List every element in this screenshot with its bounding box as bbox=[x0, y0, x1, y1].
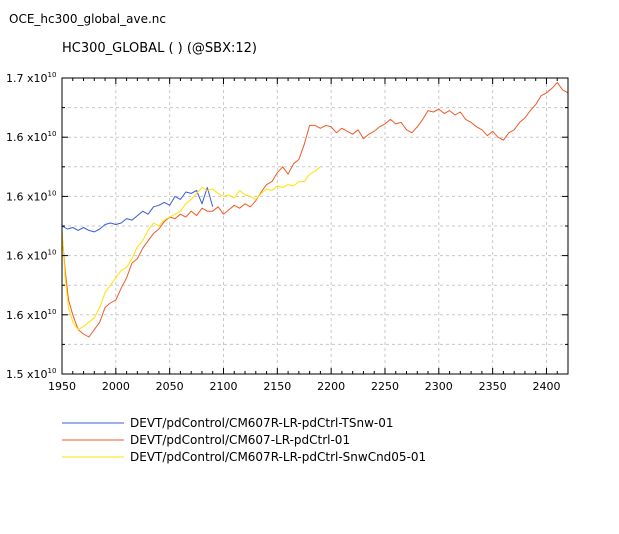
file-title: OCE_hc300_global_ave.nc bbox=[9, 12, 166, 26]
y-tick-label: 1.6 x1010 bbox=[6, 308, 56, 322]
y-tick-label: 1.6 x1010 bbox=[6, 249, 56, 263]
axis-ticks: 1950 2000 2050 2100 2150 2200 2250 2300 2350 2400… bbox=[6, 71, 568, 393]
x-tick-label: 2100 bbox=[209, 380, 237, 393]
series-line-2 bbox=[61, 81, 569, 338]
x-tick-label: 1950 bbox=[48, 380, 76, 393]
x-tick-label: 2250 bbox=[371, 380, 399, 393]
legend-label: DEVT/pdControl/CM607R-LR-pdCtrl-TSnw-01 bbox=[130, 416, 394, 430]
x-tick-label: 2300 bbox=[425, 380, 453, 393]
x-tick-label: 2000 bbox=[102, 380, 130, 393]
x-tick-label: 2400 bbox=[532, 380, 560, 393]
x-tick-label: 2150 bbox=[263, 380, 291, 393]
x-tick-label: 2350 bbox=[479, 380, 507, 393]
x-tick-label: 2050 bbox=[156, 380, 184, 393]
y-tick-label: 1.6 x1010 bbox=[6, 130, 56, 144]
y-tick-label: 1.5 x1010 bbox=[6, 367, 56, 381]
grid-lines bbox=[62, 78, 568, 374]
series-line-1 bbox=[61, 187, 214, 233]
series-lines bbox=[61, 81, 569, 338]
legend-label: DEVT/pdControl/CM607R-LR-pdCtrl-SnwCnd05… bbox=[130, 450, 426, 464]
series-line-3 bbox=[61, 166, 321, 331]
x-tick-label: 2200 bbox=[317, 380, 345, 393]
y-tick-label: 1.7 x1010 bbox=[6, 71, 56, 85]
legend: DEVT/pdControl/CM607R-LR-pdCtrl-TSnw-01 D… bbox=[62, 416, 426, 464]
legend-label: DEVT/pdControl/CM607-LR-pdCtrl-01 bbox=[130, 433, 350, 447]
chart-title: HC300_GLOBAL ( ) (@SBX:12) bbox=[62, 41, 257, 56]
y-tick-label: 1.6 x1010 bbox=[6, 189, 56, 203]
